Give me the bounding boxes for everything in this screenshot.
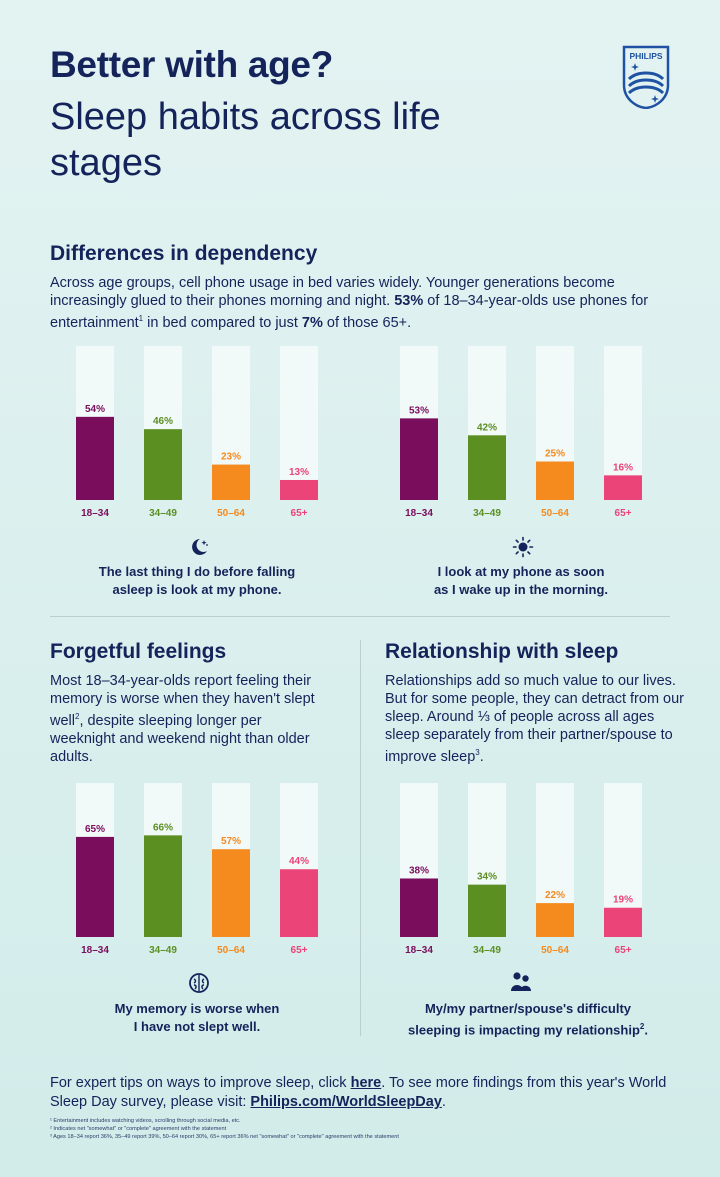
- bar-track: [604, 346, 642, 500]
- category-label: 65+: [291, 945, 308, 956]
- caption-phone-on-waking: I look at my phone as soon as I wake up i…: [433, 564, 609, 597]
- bar-chart-svg: 53% 18–34 42% 34–49 25% 50–64 16% 65+: [400, 346, 642, 519]
- bar-chart-svg: 54% 18–34 46% 34–49 23% 50–64 13% 65+: [76, 346, 318, 519]
- data-label: 16%: [613, 462, 633, 473]
- bar-18–34: [400, 878, 438, 937]
- philips-logo: PHILIPS: [622, 45, 670, 109]
- data-label: 19%: [613, 895, 633, 906]
- category-label: 34–49: [473, 508, 501, 519]
- category-label: 34–49: [473, 945, 501, 956]
- bar-34–49: [144, 835, 182, 937]
- bar-chart-svg: 65% 18–34 66% 34–49 57% 50–64 44% 65+: [76, 783, 318, 956]
- bar-50–64: [212, 464, 250, 500]
- bar-50–64: [212, 849, 250, 937]
- dependency-paragraph: Across age groups, cell phone usage in b…: [50, 275, 649, 331]
- page-subtitle: Sleep habits across life stages: [50, 96, 441, 184]
- memory-heading: Forgetful feelings: [50, 640, 227, 663]
- data-label: 57%: [221, 836, 241, 847]
- brain-icon: [189, 973, 209, 993]
- data-label: 46%: [153, 416, 173, 427]
- category-label: 18–34: [81, 508, 109, 519]
- bar-chart-svg: 38% 18–34 34% 34–49 22% 50–64 19% 65+: [400, 783, 642, 956]
- data-label: 54%: [85, 404, 105, 415]
- caption-last-thing: The last thing I do before falling asleep…: [98, 564, 296, 597]
- data-label: 66%: [153, 822, 173, 833]
- caption-relationship: My/my partner/spouse's difficulty sleepin…: [408, 1001, 648, 1038]
- bar-34–49: [144, 429, 182, 500]
- data-label: 38%: [409, 865, 429, 876]
- category-label: 18–34: [405, 508, 433, 519]
- category-label: 50–64: [217, 508, 245, 519]
- section-divider: [50, 616, 670, 617]
- chart-relationship: 38% 18–34 34% 34–49 22% 50–64 19% 65+: [400, 783, 650, 958]
- sun-icon: [512, 536, 534, 558]
- category-label: 34–49: [149, 945, 177, 956]
- category-label: 50–64: [541, 945, 569, 956]
- logo-text: PHILIPS: [629, 51, 662, 61]
- category-label: 50–64: [541, 508, 569, 519]
- data-label: 22%: [545, 890, 565, 901]
- chart-memory-worse: 65% 18–34 66% 34–49 57% 50–64 44% 65+: [76, 783, 326, 958]
- memory-paragraph: Most 18–34-year-olds report feeling thei…: [50, 673, 315, 765]
- footnote-1: ¹ Entertainment includes watching videos…: [50, 1118, 241, 1124]
- bar-65+: [604, 907, 642, 937]
- dependency-heading: Differences in dependency: [50, 242, 318, 265]
- bar-18–34: [76, 416, 114, 500]
- chart-phone-on-waking: 53% 18–34 42% 34–49 25% 50–64 16% 65+: [400, 346, 650, 521]
- data-label: 42%: [477, 422, 497, 433]
- bar-50–64: [536, 461, 574, 500]
- footnote-3: ³ Ages 18–34 report 36%, 35–49 report 39…: [50, 1134, 399, 1140]
- data-label: 53%: [409, 405, 429, 416]
- category-label: 50–64: [217, 945, 245, 956]
- bar-34–49: [468, 884, 506, 937]
- bar-18–34: [76, 836, 114, 937]
- caption-memory: My memory is worse when I have not slept …: [114, 1001, 280, 1034]
- category-label: 34–49: [149, 508, 177, 519]
- data-label: 25%: [545, 449, 565, 460]
- category-label: 65+: [615, 508, 632, 519]
- category-label: 18–34: [405, 945, 433, 956]
- bar-65+: [280, 479, 318, 500]
- category-label: 65+: [615, 945, 632, 956]
- chart-last-thing-before-sleep: 54% 18–34 46% 34–49 23% 50–64 13% 65+: [76, 346, 326, 521]
- column-divider: [360, 640, 361, 1036]
- bar-65+: [280, 869, 318, 937]
- moon-stars-icon: [192, 539, 208, 555]
- relationship-paragraph: Relationships add so much value to our l…: [385, 673, 685, 765]
- bar-track: [280, 346, 318, 500]
- category-label: 18–34: [81, 945, 109, 956]
- here-link[interactable]: here: [350, 1075, 382, 1091]
- data-label: 65%: [85, 824, 105, 835]
- category-label: 65+: [291, 508, 308, 519]
- footnote-2: ² Indicates net "somewhat" or "complete"…: [50, 1126, 227, 1132]
- relationship-heading: Relationship with sleep: [385, 640, 619, 663]
- bar-34–49: [468, 435, 506, 500]
- couple-icon: [511, 972, 531, 991]
- footnotes: ¹ Entertainment includes watching videos…: [50, 1117, 670, 1141]
- data-label: 34%: [477, 872, 497, 883]
- footer-text: For expert tips on ways to improve sleep…: [50, 1075, 667, 1110]
- world-sleep-day-link[interactable]: Philips.com/WorldSleepDay: [250, 1094, 442, 1110]
- data-label: 23%: [221, 452, 241, 463]
- page-title: Better with age?: [50, 44, 334, 85]
- bar-50–64: [536, 903, 574, 937]
- data-label: 13%: [289, 467, 309, 478]
- bar-65+: [604, 475, 642, 500]
- bar-18–34: [400, 418, 438, 500]
- data-label: 44%: [289, 856, 309, 867]
